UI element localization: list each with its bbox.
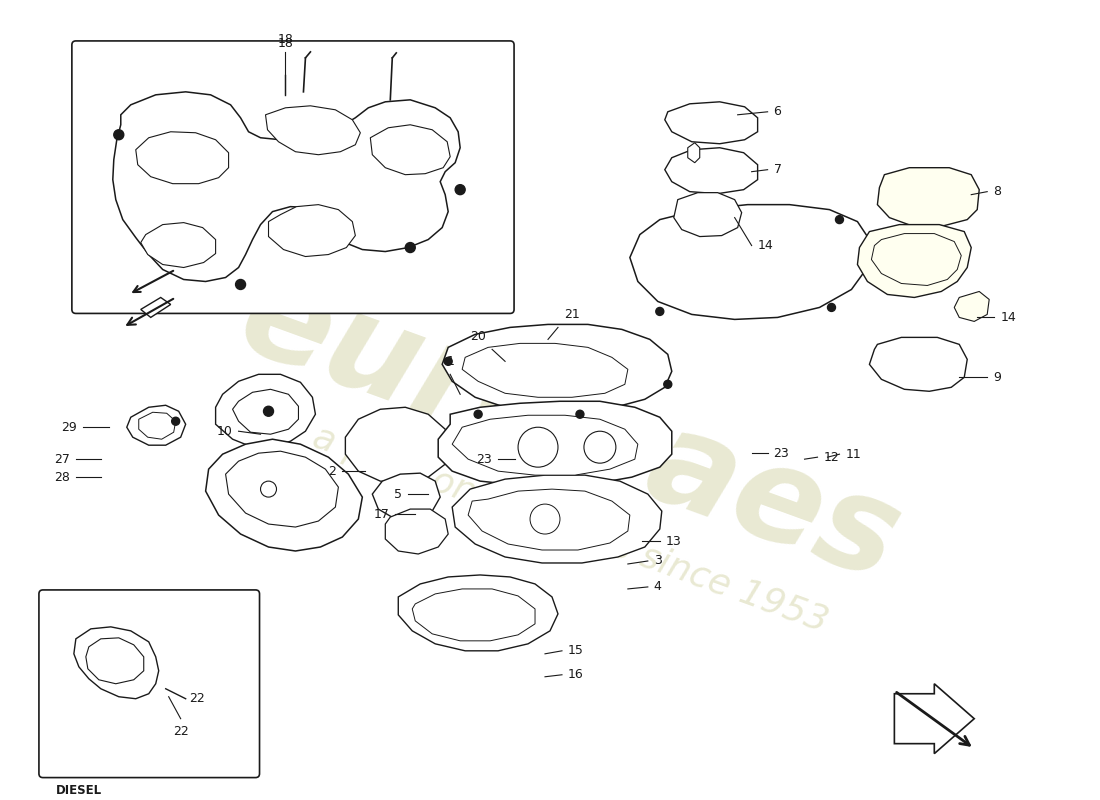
Polygon shape <box>664 102 758 144</box>
Circle shape <box>172 418 179 426</box>
Polygon shape <box>869 338 967 391</box>
Text: 8: 8 <box>993 185 1001 198</box>
Polygon shape <box>345 407 450 483</box>
Polygon shape <box>226 451 339 527</box>
Circle shape <box>405 242 415 253</box>
Polygon shape <box>141 222 216 267</box>
Polygon shape <box>86 638 144 684</box>
Polygon shape <box>452 415 638 475</box>
Polygon shape <box>462 343 628 398</box>
Polygon shape <box>113 92 460 282</box>
Polygon shape <box>385 509 448 554</box>
Polygon shape <box>894 684 975 754</box>
Polygon shape <box>268 205 355 257</box>
FancyBboxPatch shape <box>39 590 260 778</box>
Polygon shape <box>232 390 298 434</box>
Circle shape <box>113 130 124 140</box>
Polygon shape <box>398 575 558 651</box>
Text: a passion for parts since 1953: a passion for parts since 1953 <box>308 420 833 638</box>
Circle shape <box>235 279 245 290</box>
Text: 7: 7 <box>773 163 782 176</box>
Text: 9: 9 <box>993 371 1001 384</box>
Text: 14: 14 <box>758 239 773 252</box>
Polygon shape <box>664 148 758 194</box>
Polygon shape <box>126 406 186 445</box>
Circle shape <box>474 410 482 418</box>
Circle shape <box>455 185 465 194</box>
Text: 17: 17 <box>373 507 389 521</box>
Polygon shape <box>688 142 700 162</box>
Text: 3: 3 <box>653 554 662 567</box>
Polygon shape <box>139 412 176 439</box>
Text: 23: 23 <box>773 446 790 460</box>
Circle shape <box>836 216 844 223</box>
Polygon shape <box>438 402 672 485</box>
Text: DIESEL: DIESEL <box>56 783 102 797</box>
Polygon shape <box>452 475 662 563</box>
Circle shape <box>584 431 616 463</box>
Text: 5: 5 <box>394 488 403 501</box>
Polygon shape <box>878 168 979 226</box>
Text: 4: 4 <box>653 581 662 594</box>
Circle shape <box>261 481 276 497</box>
Polygon shape <box>412 589 535 641</box>
Circle shape <box>264 406 274 416</box>
Text: 12: 12 <box>824 450 839 464</box>
Text: 13: 13 <box>666 534 682 547</box>
Text: europaes: europaes <box>223 251 916 607</box>
Text: 28: 28 <box>54 470 70 484</box>
Text: 15: 15 <box>568 644 584 658</box>
Circle shape <box>827 303 836 311</box>
Polygon shape <box>857 225 971 298</box>
FancyBboxPatch shape <box>72 41 514 314</box>
Text: 22: 22 <box>173 725 188 738</box>
Circle shape <box>576 410 584 418</box>
Circle shape <box>444 358 452 366</box>
Text: 18: 18 <box>277 33 294 46</box>
Polygon shape <box>206 439 362 551</box>
Polygon shape <box>674 193 741 237</box>
Text: 27: 27 <box>54 453 70 466</box>
Text: 18: 18 <box>277 37 294 50</box>
Polygon shape <box>469 489 630 550</box>
Circle shape <box>656 307 663 315</box>
Polygon shape <box>871 234 961 286</box>
Text: 2: 2 <box>329 465 337 478</box>
Text: 22: 22 <box>189 692 205 706</box>
Polygon shape <box>372 473 440 519</box>
Text: 29: 29 <box>62 421 77 434</box>
Circle shape <box>663 380 672 388</box>
Circle shape <box>530 504 560 534</box>
Polygon shape <box>135 132 229 184</box>
Text: 1: 1 <box>447 355 454 368</box>
Text: 21: 21 <box>564 309 580 322</box>
Text: 11: 11 <box>846 448 861 461</box>
Text: 16: 16 <box>568 668 584 682</box>
Text: 10: 10 <box>217 425 232 438</box>
Circle shape <box>518 427 558 467</box>
Polygon shape <box>265 106 361 154</box>
Polygon shape <box>371 125 450 174</box>
Polygon shape <box>216 374 316 447</box>
Polygon shape <box>141 298 170 318</box>
Text: 14: 14 <box>1000 311 1016 324</box>
Text: 23: 23 <box>476 453 492 466</box>
Polygon shape <box>630 205 869 319</box>
Text: 20: 20 <box>470 330 486 343</box>
Polygon shape <box>442 325 672 411</box>
Text: 6: 6 <box>773 106 781 118</box>
Polygon shape <box>74 627 158 698</box>
Polygon shape <box>955 291 989 322</box>
